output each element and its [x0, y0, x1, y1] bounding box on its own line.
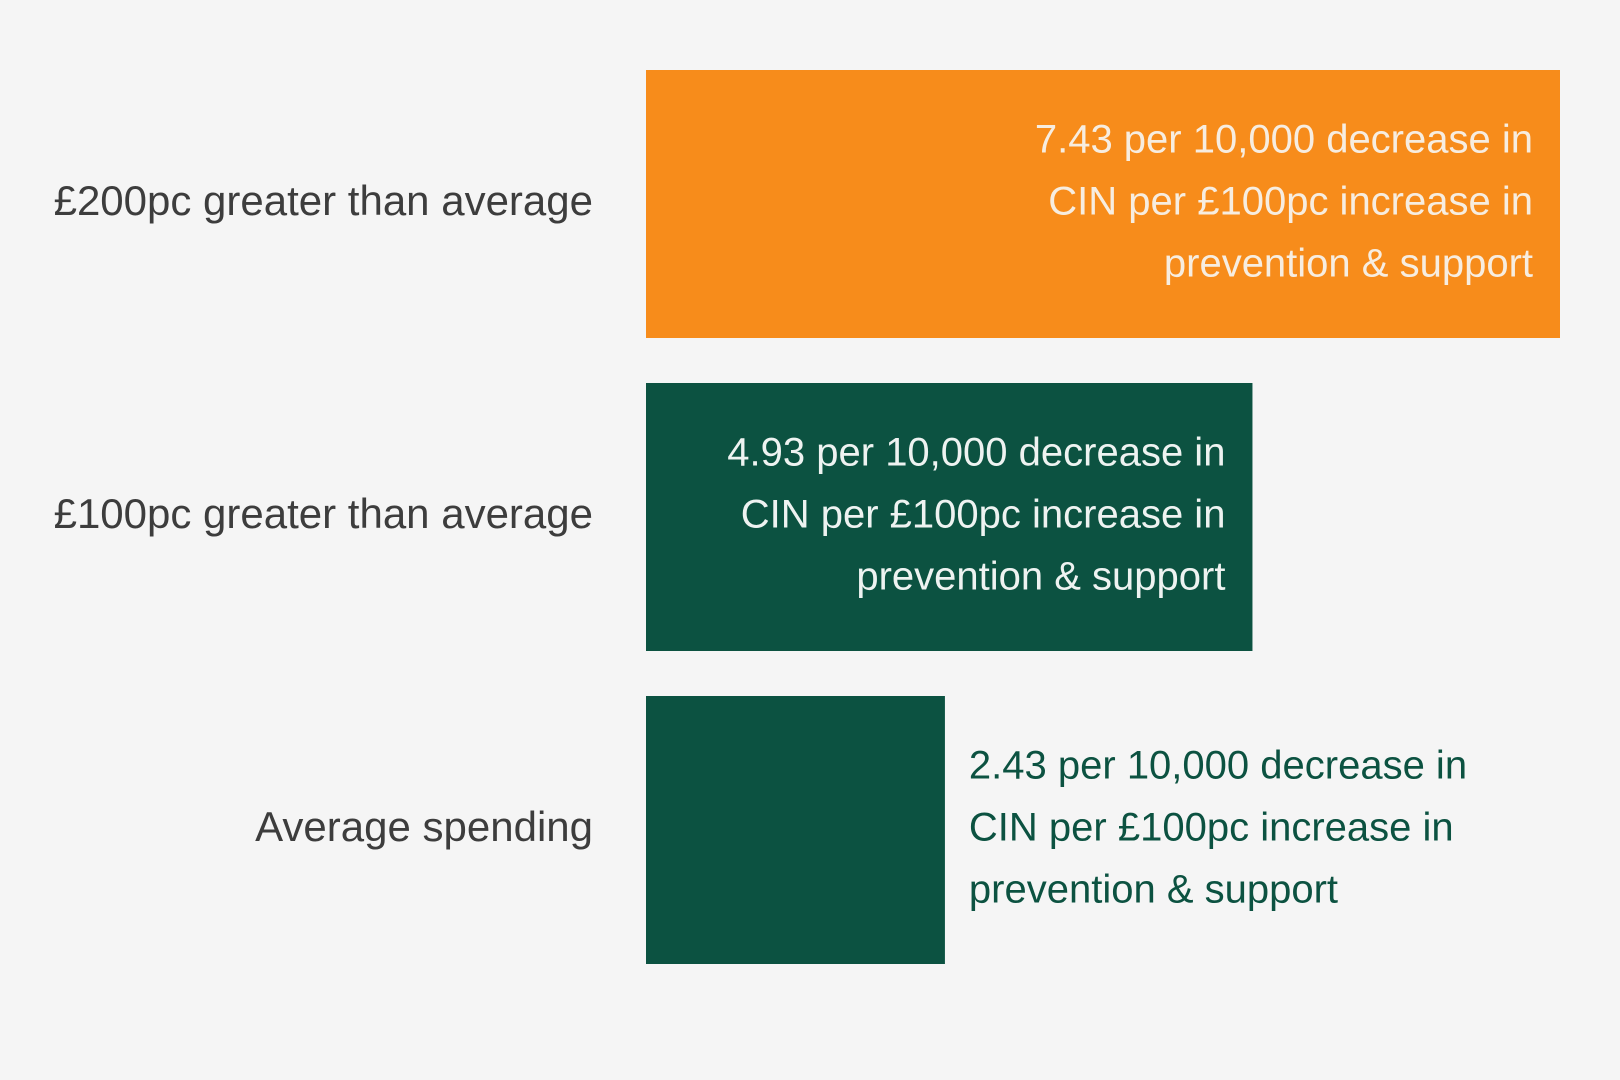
- data-label: prevention & support: [969, 868, 1338, 912]
- data-label: 4.93 per 10,000 decrease in: [727, 431, 1225, 475]
- data-label: 7.43 per 10,000 decrease in: [1035, 118, 1533, 162]
- data-label: prevention & support: [1164, 242, 1533, 286]
- data-label: CIN per £100pc increase in: [1048, 180, 1533, 224]
- data-label: 2.43 per 10,000 decrease in: [969, 744, 1467, 788]
- data-label: CIN per £100pc increase in: [741, 493, 1226, 537]
- bar: [646, 383, 1253, 651]
- category-label: £100pc greater than average: [54, 490, 593, 537]
- bar: [646, 696, 945, 964]
- category-label: Average spending: [255, 803, 593, 850]
- category-label: £200pc greater than average: [54, 177, 593, 224]
- data-label: CIN per £100pc increase in: [969, 806, 1454, 850]
- bar: [646, 70, 1560, 338]
- data-label: prevention & support: [856, 555, 1225, 599]
